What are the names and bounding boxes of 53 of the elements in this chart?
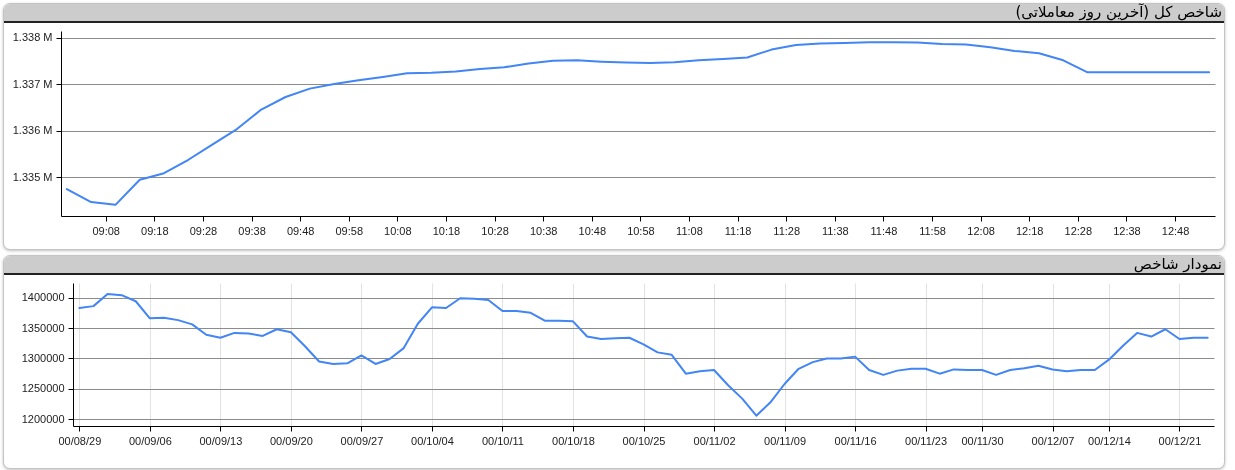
x-tick-label: 11:08 [676,224,703,237]
x-tick-label: 10:28 [481,224,509,237]
x-tick-label: 10:38 [529,224,558,237]
line-series [65,41,1211,206]
chart-title: شاخص کل (آخرین روز معاملاتی) [1015,3,1222,21]
x-tick-label: 11:28 [773,224,801,237]
x-tick-label: 09:58 [335,224,364,237]
x-tick-label: 10:08 [384,224,412,237]
x-tick-label: 00/10/11 [481,434,524,447]
x-tick-label: 11:38 [821,224,849,237]
x-tick-label: 00/12/14 [1088,434,1131,447]
x-tick-label: 00/11/16 [834,434,877,447]
x-tick-label: 09:28 [189,224,218,237]
x-tick-label: 10:18 [432,224,461,237]
y-tick-label: 1.338 M [12,31,53,44]
x-tick-label: 09:18 [141,224,169,237]
x-tick-label: 00/08/29 [58,434,102,447]
x-tick-label: 10:58 [627,224,655,237]
x-tick-label: 00/10/25 [622,434,666,447]
x-tick-label: 12:28 [1064,224,1093,237]
x-tick-label: 00/10/18 [552,434,595,447]
x-tick-label: 00/09/27 [340,434,384,447]
y-tick-label: 1200000 [21,412,65,425]
x-tick-label: 00/12/07 [1031,434,1075,447]
chart-title: نمودار شاخص [1133,255,1222,273]
x-tick-label: 11:58 [919,224,946,237]
x-tick-label: 12:08 [967,224,995,237]
x-tick-label: 00/10/04 [411,434,454,447]
x-tick-label: 09:38 [238,224,266,237]
x-tick-label: 00/12/21 [1158,434,1202,447]
x-tick-label: 12:18 [1015,224,1044,237]
x-tick-label: 00/11/30 [961,434,1004,447]
x-tick-label: 00/09/13 [199,434,243,447]
x-tick-label: 00/11/02 [693,434,736,447]
x-tick-label: 00/11/23 [905,434,948,447]
x-tick-label: 11:18 [724,224,752,237]
y-tick-label: 1350000 [21,321,65,334]
x-tick-label: 11:48 [870,224,898,237]
x-tick-label: 09:08 [92,224,120,237]
y-tick-label: 1.337 M [12,77,53,90]
y-tick-label: 1.335 M [12,170,53,183]
x-tick-label: 09:48 [286,224,315,237]
line-series [78,292,1209,417]
x-tick-label: 00/09/20 [269,434,313,447]
x-tick-label: 10:48 [578,224,607,237]
x-tick-label: 12:48 [1161,224,1190,237]
x-tick-label: 00/11/09 [764,434,807,447]
y-tick-label: 1400000 [21,291,65,304]
y-tick-label: 1.336 M [12,124,53,137]
x-tick-label: 00/09/06 [128,434,172,447]
y-tick-label: 1300000 [21,351,65,364]
y-tick-label: 1250000 [21,382,65,395]
x-tick-label: 12:38 [1113,224,1141,237]
